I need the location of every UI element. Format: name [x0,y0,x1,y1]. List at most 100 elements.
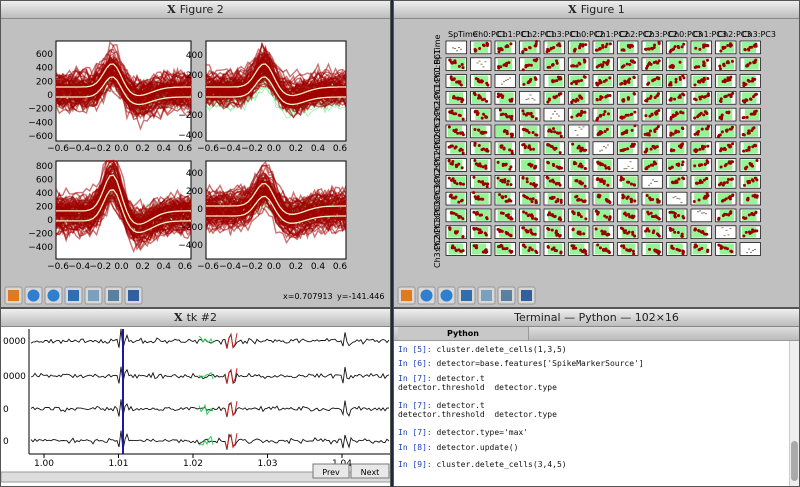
spike-red [224,433,238,449]
scatter-point [503,163,507,167]
title-bar: X Figure 2 [1,1,390,19]
x-tick-label: 0.6 [333,144,348,154]
scatter-green [743,142,758,154]
scatter-point [607,232,611,236]
scatter-point [647,164,651,168]
terminal-line: detector.threshold detector.type [398,383,557,392]
scatter-point [598,97,602,101]
prompt: In [7]: [398,428,432,437]
scatter-point [653,161,657,165]
scatter-point [728,145,732,149]
scatter-point [644,47,648,51]
scatter-point [731,193,735,197]
toolbar-icon [68,290,79,301]
scatter-point [744,216,748,220]
scatter-point [645,149,649,153]
scrollbar[interactable] [789,341,799,486]
scatter-point [701,147,705,151]
scatter-point [552,164,556,168]
scatter-point [572,244,576,248]
toolbar-icon [27,289,40,302]
scatter-point [633,110,637,114]
scatter-point [475,246,479,250]
x-tick-label: −0.6 [197,144,219,154]
histogram-bar [554,110,556,112]
scatter-point [481,250,485,254]
scatter-point [580,182,584,186]
scatter-point [724,94,728,98]
scatter-point [653,111,657,115]
scatter-point [484,164,488,168]
scatter-point [452,246,456,250]
scatter-point [677,46,681,50]
scatter-point [473,159,477,163]
x-tick-label: 1.00 [34,459,54,469]
scatter-point [546,213,550,217]
scatter-point [605,62,609,66]
scatter-point [622,244,626,248]
tab[interactable]: Python [398,327,529,340]
scatter-point [510,97,514,101]
scatter-point [448,110,452,114]
scatter-point [620,244,624,248]
scatter-point [558,216,562,220]
scatter-point [554,200,558,204]
title-bar: Terminal — Python — 102×16 [394,309,799,327]
terminal-line: In [7]: detector.t [398,374,485,383]
scatter-point [597,195,601,199]
scatter-point [627,80,631,84]
button-prev-label[interactable]: Prev [322,468,340,477]
scatter-point [555,59,559,63]
scatter-point [525,180,529,184]
scatter-point [504,195,508,199]
scatter-point [485,44,489,48]
histogram-bar [672,197,675,199]
button-next[interactable] [350,463,390,479]
scatter-point [745,115,749,119]
toolbar-icon [401,290,412,301]
scatter-green [694,126,710,137]
scatter-point [454,195,458,199]
histogram-bar [607,144,609,146]
y-tick-label: 0 [47,216,53,226]
button-next-label[interactable]: Next [361,468,380,477]
scatter-point [601,43,605,47]
histogram-bar [727,234,730,236]
scatter-point [742,83,746,87]
scatter-point [499,178,503,182]
histogram-bar [558,115,560,117]
scatter-point [629,182,633,186]
scatter-point [533,184,537,188]
code: cluster.delete_cells(1,3,5) [436,345,567,354]
scatter-point [479,180,483,184]
scatter-point [705,43,709,47]
scatter-point [655,145,659,149]
scroll-thumb[interactable] [791,441,798,481]
scatter-green [645,58,661,70]
histogram-bar [725,229,728,231]
scatter-point [559,198,563,202]
y-tick-label: 0 [197,205,203,215]
scatter-point [629,113,633,117]
code: detector.update() [436,443,519,452]
scatter-point [571,142,575,146]
scatter-point [456,131,460,135]
scatter-point [521,68,525,72]
scatter-point [626,147,630,151]
scatter-green [744,58,759,70]
scrollbar[interactable] [1,471,391,483]
mean-waveform [206,63,346,97]
scatter-point [530,200,534,204]
waveform-red [55,170,192,224]
scatter-point [608,76,612,80]
scatter-point [747,129,751,133]
waveform-red [205,164,347,204]
button-prev[interactable] [312,463,350,479]
scatter-point [449,211,453,215]
column-label: Ch0:PC1 [473,30,507,39]
column-label: Ch2:PC1 [522,30,556,39]
scatter-point [501,195,505,199]
scatter-point [631,249,635,253]
scatter-point [509,183,513,187]
